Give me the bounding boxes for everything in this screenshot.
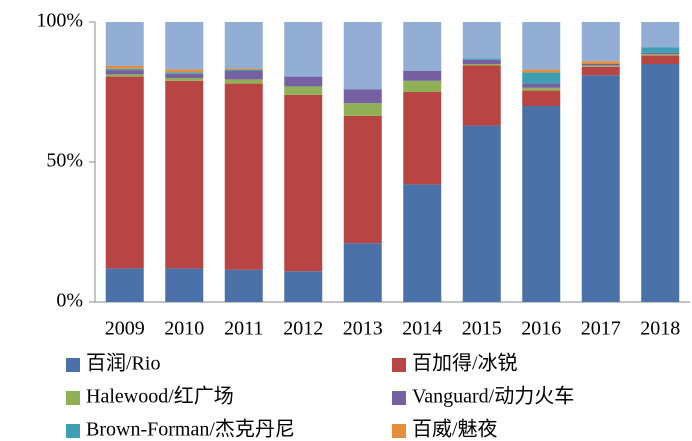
bar-segment xyxy=(641,55,680,64)
bar-segment xyxy=(284,22,323,77)
bar-segment xyxy=(462,59,501,64)
bar-segment xyxy=(522,22,561,70)
legend-swatch xyxy=(392,358,406,372)
bar-segment xyxy=(403,22,442,71)
bar-segment xyxy=(522,106,561,302)
bar-segment xyxy=(284,94,323,272)
bar-segment xyxy=(105,70,144,75)
bar-segment xyxy=(224,68,263,70)
legend-label: 百润/Rio xyxy=(86,352,160,375)
legend-swatch xyxy=(66,391,80,405)
bar-segment xyxy=(105,74,144,77)
legend-label: 百威/魅夜 xyxy=(412,418,498,441)
bar-segment xyxy=(522,69,561,73)
bar-segment xyxy=(581,64,620,66)
bar-segment xyxy=(284,86,323,95)
bar-segment xyxy=(522,90,561,106)
bar-segment xyxy=(581,65,620,67)
bar-segment xyxy=(462,58,501,60)
bar-segment xyxy=(165,72,204,74)
bar-segment xyxy=(343,115,382,244)
bar-segment xyxy=(403,71,442,81)
bar-segment xyxy=(462,64,501,66)
x-tick-label: 2014 xyxy=(402,318,442,340)
y-tick-label: 0% xyxy=(56,290,83,312)
bar-segment xyxy=(105,22,144,66)
bar-segment xyxy=(462,65,501,126)
legend-swatch xyxy=(392,391,406,405)
legend-swatch xyxy=(392,424,406,438)
bar-segment xyxy=(165,268,204,302)
legend-label: Vanguard/动力火车 xyxy=(412,385,574,408)
x-tick-label: 2015 xyxy=(462,318,502,340)
legend-swatch xyxy=(66,424,80,438)
bar-segment xyxy=(522,83,561,88)
bar-segment xyxy=(165,73,204,78)
x-tick-label: 2010 xyxy=(164,318,204,340)
bar-segment xyxy=(224,22,263,69)
bar-segment xyxy=(165,80,204,269)
bar-segment xyxy=(224,69,263,71)
x-tick-label: 2011 xyxy=(224,318,263,340)
bar-segment xyxy=(522,72,561,84)
bar-segment xyxy=(165,78,204,81)
bar-segment xyxy=(641,47,680,53)
bar-segment xyxy=(581,75,620,302)
legend-swatch xyxy=(66,358,80,372)
y-tick-label: 50% xyxy=(46,150,83,172)
bar-segment xyxy=(343,103,382,116)
bar-segment xyxy=(581,61,620,64)
bar-segment xyxy=(105,76,144,269)
bar-segment xyxy=(224,79,263,84)
bar-segment xyxy=(581,22,620,62)
bar-segment xyxy=(403,92,442,185)
x-tick-label: 2012 xyxy=(283,318,323,340)
y-tick-label: 100% xyxy=(36,10,83,32)
bar-segment xyxy=(105,68,144,71)
x-tick-label: 2017 xyxy=(581,318,621,340)
bar-segment xyxy=(462,22,501,59)
legend-label: 百加得/冰锐 xyxy=(412,352,518,375)
x-tick-label: 2013 xyxy=(343,318,383,340)
bar-segment xyxy=(224,269,263,302)
bar-segment xyxy=(343,89,382,104)
bar-segment xyxy=(224,83,263,270)
bar-segment xyxy=(165,69,204,73)
bar-segment xyxy=(105,268,144,302)
bar-segment xyxy=(641,52,680,55)
bar-segment xyxy=(641,64,680,302)
x-tick-label: 2016 xyxy=(521,318,561,340)
bar-segment xyxy=(581,66,620,76)
bar-segment xyxy=(462,125,501,302)
x-tick-label: 2018 xyxy=(640,318,680,340)
legend-label: Halewood/红广场 xyxy=(86,385,234,408)
bar-segment xyxy=(343,22,382,90)
bar-segment xyxy=(224,71,263,80)
x-tick-label: 2009 xyxy=(105,318,145,340)
bar-segment xyxy=(403,80,442,92)
bar-segment xyxy=(105,65,144,69)
bar-segment xyxy=(403,184,442,302)
legend-label: Brown-Forman/杰克丹尼 xyxy=(86,418,295,441)
bar-segment xyxy=(284,271,323,302)
bar-segment xyxy=(343,243,382,302)
bar-segment xyxy=(165,22,204,70)
bar-segment xyxy=(641,22,680,48)
bar-segment xyxy=(522,87,561,91)
bar-segment xyxy=(641,54,680,56)
bar-segment xyxy=(284,76,323,87)
